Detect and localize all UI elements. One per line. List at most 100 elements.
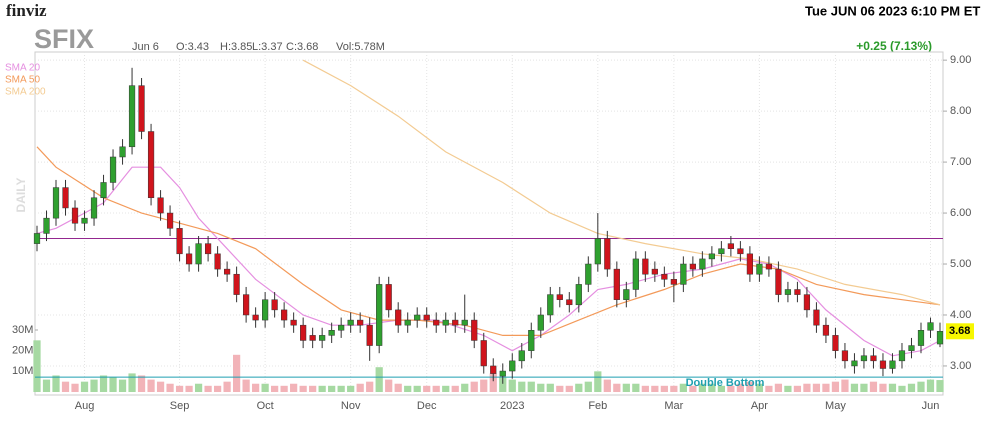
candle-body: [461, 319, 468, 326]
volume-bar: [679, 383, 687, 392]
quote-volume: Vol:5.78M: [336, 41, 385, 53]
candle-body: [927, 322, 934, 331]
volume-bar: [185, 385, 193, 392]
candle-body: [651, 268, 658, 275]
y-tick-label: 4.00: [950, 309, 971, 321]
volume-bar: [698, 383, 706, 392]
x-tick-label: Sep: [170, 400, 190, 412]
volume-bar: [166, 383, 174, 392]
volume-bar: [394, 383, 402, 392]
candle-body: [604, 238, 611, 270]
candle-body: [775, 268, 782, 295]
volume-bar: [99, 375, 108, 392]
volume-bar: [156, 381, 165, 392]
volume-bar: [594, 371, 602, 392]
candle-body: [841, 350, 849, 362]
volume-bar: [860, 383, 868, 392]
volume-bar: [774, 383, 783, 392]
volume-bar: [907, 383, 916, 392]
volume-bar: [898, 385, 906, 392]
candle-body: [395, 309, 402, 326]
y-tick-label: 9.00: [950, 54, 971, 66]
volume-bar: [451, 385, 459, 392]
x-tick-label: Aug: [75, 400, 95, 412]
price-tag-label: 3.68: [949, 325, 970, 337]
candle-body: [338, 324, 345, 331]
candle-body: [300, 324, 307, 341]
candle-body: [119, 146, 126, 158]
candle-body: [357, 319, 364, 326]
candle-body: [879, 360, 887, 369]
volume-bar: [793, 385, 802, 392]
candle-body: [813, 309, 820, 326]
candle-body: [100, 182, 107, 199]
sma-line: [36, 166, 941, 357]
candle-body: [262, 299, 269, 321]
volume-bar: [708, 383, 716, 392]
volume-bar: [831, 381, 840, 392]
candle-body: [290, 319, 297, 326]
volume-bar: [109, 377, 117, 392]
volume-bar: [765, 385, 773, 392]
volume-bar: [651, 385, 659, 392]
volume-bar: [632, 383, 640, 392]
candle-body: [784, 289, 792, 295]
volume-bar: [755, 383, 764, 392]
candle-body: [71, 207, 79, 224]
volume-bar: [480, 379, 488, 392]
volume-bar: [822, 383, 830, 392]
x-tick-label: Nov: [341, 400, 361, 412]
candle-body: [433, 319, 440, 326]
volume-bar: [622, 383, 630, 392]
volume-bar: [61, 381, 70, 392]
candle-body: [328, 330, 335, 336]
volume-bar: [242, 379, 250, 392]
volume-bar: [204, 385, 212, 392]
volume-bar: [546, 383, 554, 392]
price-tag: [946, 323, 974, 340]
candle-body: [43, 217, 50, 234]
volume-bar: [194, 383, 203, 392]
volume-bar: [641, 385, 649, 392]
volume-bar: [80, 381, 89, 392]
candle-body: [936, 331, 944, 345]
volume-bar: [232, 354, 241, 392]
candle-body: [404, 319, 411, 326]
volume-bar: [337, 385, 345, 392]
candle-body: [243, 294, 250, 316]
candle-body: [128, 85, 136, 148]
candle-body: [176, 228, 183, 255]
volume-bar: [584, 381, 592, 392]
volume-bar: [223, 381, 231, 392]
candle-body: [385, 284, 392, 311]
volume-bar: [926, 379, 935, 392]
candle-body: [547, 294, 554, 316]
volume-bar: [356, 383, 364, 392]
candle-body: [109, 156, 117, 183]
x-tick-label: Jun: [922, 400, 940, 412]
price-change: +0.25 (7.13%): [856, 39, 932, 53]
period-label: DAILY: [14, 178, 28, 213]
candle-body: [708, 253, 715, 260]
volume-bar: [575, 383, 583, 392]
volume-bar: [869, 381, 878, 392]
volume-bar: [537, 383, 545, 392]
volume-bar: [717, 385, 725, 392]
candle-body: [870, 355, 877, 362]
volume-bar: [280, 385, 288, 392]
candle-body: [537, 314, 544, 331]
volume-bar: [375, 367, 383, 392]
volume-bar: [252, 383, 260, 392]
volume-bar: [90, 379, 98, 392]
volume-bar: [213, 385, 222, 392]
volume-bar: [812, 383, 821, 392]
quote-high: H:3.85: [220, 41, 252, 53]
volume-bar: [137, 375, 146, 392]
candle-body: [822, 324, 830, 336]
volume-bar: [42, 379, 51, 392]
volume-bar: [366, 381, 374, 392]
x-tick-label: 2023: [500, 400, 524, 412]
volume-bar: [784, 385, 792, 392]
candle-body: [376, 284, 383, 346]
candle-body: [214, 253, 221, 270]
